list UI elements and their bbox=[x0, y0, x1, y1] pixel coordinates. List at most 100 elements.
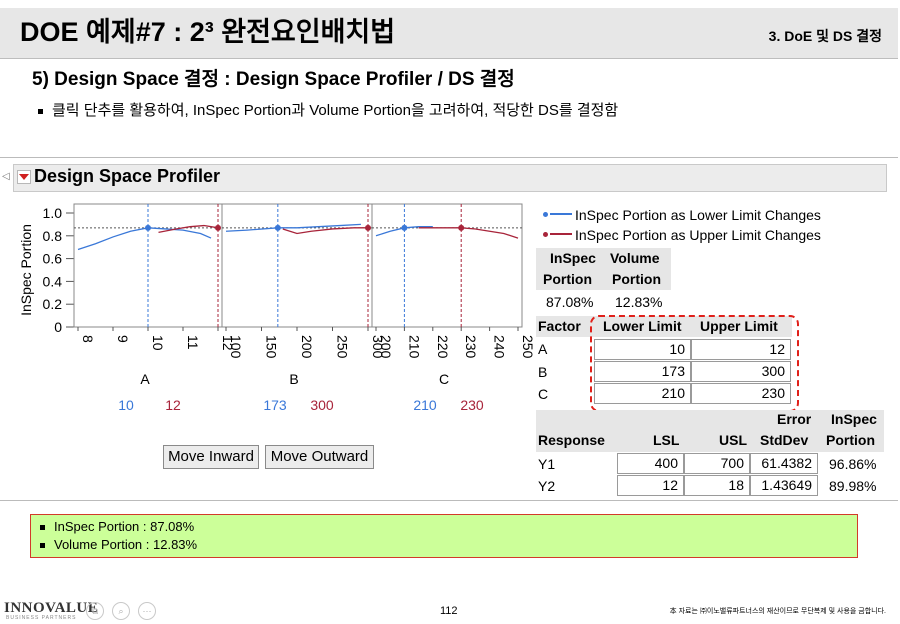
error-header-2: StdDev bbox=[760, 432, 809, 448]
copy-icon[interactable]: ⧉ bbox=[86, 602, 104, 620]
factor-label-B: B bbox=[289, 371, 298, 387]
x-tick-label: 230 bbox=[463, 335, 479, 359]
lower-limit-value-A: 10 bbox=[118, 397, 134, 413]
summary-line: InSpec Portion : 87.08% bbox=[40, 519, 194, 534]
lsl-field[interactable]: 12 bbox=[617, 475, 684, 496]
upper-limit-curve-B bbox=[282, 227, 368, 235]
lower-limit-value-C: 210 bbox=[413, 397, 437, 413]
summary-header-inspec-1: InSpec bbox=[550, 250, 596, 266]
x-tick-label: 12 bbox=[220, 335, 236, 351]
summary-header-volume-1: Volume bbox=[610, 250, 660, 266]
slide-title-bar bbox=[0, 8, 898, 59]
summary-volume: Volume Portion : 12.83% bbox=[54, 537, 198, 552]
move-inward-button[interactable]: Move Inward bbox=[163, 445, 259, 469]
collapse-triangle-icon[interactable]: ◁ bbox=[2, 171, 10, 182]
summary-table-header bbox=[536, 248, 671, 290]
summary-inspec: InSpec Portion : 87.08% bbox=[54, 519, 195, 534]
inspec-portion-value: 87.08% bbox=[546, 294, 594, 310]
bullet-icon bbox=[40, 543, 45, 549]
lower-limit-header: Lower Limit bbox=[603, 318, 682, 334]
upper-limit-value-C: 230 bbox=[460, 397, 484, 413]
legend-item-lower: InSpec Portion as Lower Limit Changes bbox=[541, 207, 821, 223]
y-tick-label: 0.8 bbox=[43, 228, 63, 244]
slide-title: DOE 예제#7 : 2³ 완전요인배치법 bbox=[20, 17, 396, 47]
zoom-icon[interactable]: ⌕ bbox=[112, 602, 130, 620]
move-outward-button[interactable]: Move Outward bbox=[265, 445, 374, 469]
inspec-header-2: Portion bbox=[826, 432, 875, 448]
factor-label-C: C bbox=[439, 371, 449, 387]
upper-limit-curve-C bbox=[418, 227, 519, 239]
x-tick-label: 200 bbox=[378, 335, 394, 359]
y-tick-label: 0.6 bbox=[43, 251, 63, 267]
x-tick-label: 240 bbox=[492, 335, 508, 359]
legend-point-icon bbox=[543, 232, 548, 238]
lsl-header: LSL bbox=[653, 432, 680, 448]
response-table-header bbox=[536, 410, 884, 452]
upper-limit-field[interactable]: 12 bbox=[691, 339, 791, 360]
company-logo: INNOVALUE bbox=[4, 600, 99, 616]
lower-limit-point-A bbox=[145, 224, 151, 231]
outline-header[interactable] bbox=[13, 164, 887, 192]
y-axis-label: InSpec Portion bbox=[18, 224, 34, 316]
upper-limit-curve-A bbox=[158, 224, 219, 234]
page-number: 112 bbox=[440, 605, 458, 617]
summary-box bbox=[30, 514, 858, 558]
subheading: 5) Design Space 결정 : Design Space Profil… bbox=[32, 69, 515, 90]
factor-header: Factor bbox=[538, 318, 581, 334]
lower-limit-field[interactable]: 173 bbox=[594, 361, 691, 382]
upper-limit-point-C bbox=[458, 224, 465, 231]
error-stddev-field[interactable]: 61.4382 bbox=[750, 453, 818, 474]
response-name: Y2 bbox=[538, 478, 556, 494]
legend-label-lower: InSpec Portion as Lower Limit Changes bbox=[575, 207, 821, 223]
error-stddev-field[interactable]: 1.43649 bbox=[750, 475, 818, 496]
x-tick-label: 8 bbox=[80, 335, 96, 343]
section-label: 3. DoE 및 DS 결정 bbox=[768, 28, 882, 44]
copyright-notice: 本 자료는 ㈜이노밸류파트너스의 재산이므로 무단복제 및 사용을 금합니다. bbox=[669, 608, 886, 615]
bullet-item: 클릭 단추를 활용하여, InSpec Portion과 Volume Port… bbox=[38, 99, 618, 120]
x-tick-label: 150 bbox=[264, 335, 280, 359]
usl-header: USL bbox=[719, 432, 747, 448]
response-name: Y1 bbox=[538, 456, 556, 472]
y-tick-label: 0 bbox=[54, 319, 62, 335]
y-tick-label: 0.2 bbox=[43, 296, 63, 312]
lsl-field[interactable]: 400 bbox=[617, 453, 684, 474]
bullet-icon bbox=[38, 108, 43, 114]
error-header-1: Error bbox=[777, 411, 812, 427]
factor-name: C bbox=[538, 386, 549, 402]
lower-limit-field[interactable]: 10 bbox=[594, 339, 691, 360]
x-tick-label: 9 bbox=[115, 335, 131, 343]
usl-field[interactable]: 18 bbox=[684, 475, 750, 496]
legend-point-icon bbox=[543, 212, 548, 218]
lower-limit-point-B bbox=[274, 224, 281, 231]
upper-limit-field[interactable]: 230 bbox=[691, 383, 791, 404]
company-logo-subtitle: BUSINESS PARTNERS bbox=[6, 615, 77, 621]
bullet-icon bbox=[40, 525, 45, 531]
x-tick-label: 200 bbox=[299, 335, 315, 359]
profiler-panel-B bbox=[221, 203, 373, 328]
summary-header-volume-2: Portion bbox=[612, 271, 661, 287]
upper-limit-field[interactable]: 300 bbox=[691, 361, 791, 382]
lower-limit-value-B: 173 bbox=[263, 397, 287, 413]
legend-label-upper: InSpec Portion as Upper Limit Changes bbox=[575, 227, 821, 243]
x-tick-label: 300 bbox=[370, 335, 386, 359]
response-header: Response bbox=[538, 432, 605, 448]
outline-title: Design Space Profiler bbox=[34, 166, 221, 186]
lower-limit-curve-B bbox=[225, 223, 361, 232]
x-tick-label: 100 bbox=[228, 335, 244, 359]
summary-line: Volume Portion : 12.83% bbox=[40, 537, 197, 552]
y-tick-label: 1.0 bbox=[43, 205, 63, 221]
inspec-header-1: InSpec bbox=[831, 411, 877, 427]
more-icon[interactable]: ··· bbox=[138, 602, 156, 620]
summary-header-inspec-2: Portion bbox=[543, 271, 592, 287]
x-tick-label: 210 bbox=[406, 335, 422, 359]
lower-limit-field[interactable]: 210 bbox=[594, 383, 691, 404]
bullet-text: 클릭 단추를 활용하여, InSpec Portion과 Volume Port… bbox=[52, 102, 619, 119]
volume-portion-value: 12.83% bbox=[615, 294, 663, 310]
usl-field[interactable]: 700 bbox=[684, 453, 750, 474]
upper-limit-header: Upper Limit bbox=[700, 318, 778, 334]
factor-table-header bbox=[536, 316, 792, 337]
red-triangle-menu-icon[interactable] bbox=[17, 170, 31, 184]
legend-line-icon bbox=[550, 213, 572, 216]
factor-name: A bbox=[538, 341, 548, 357]
